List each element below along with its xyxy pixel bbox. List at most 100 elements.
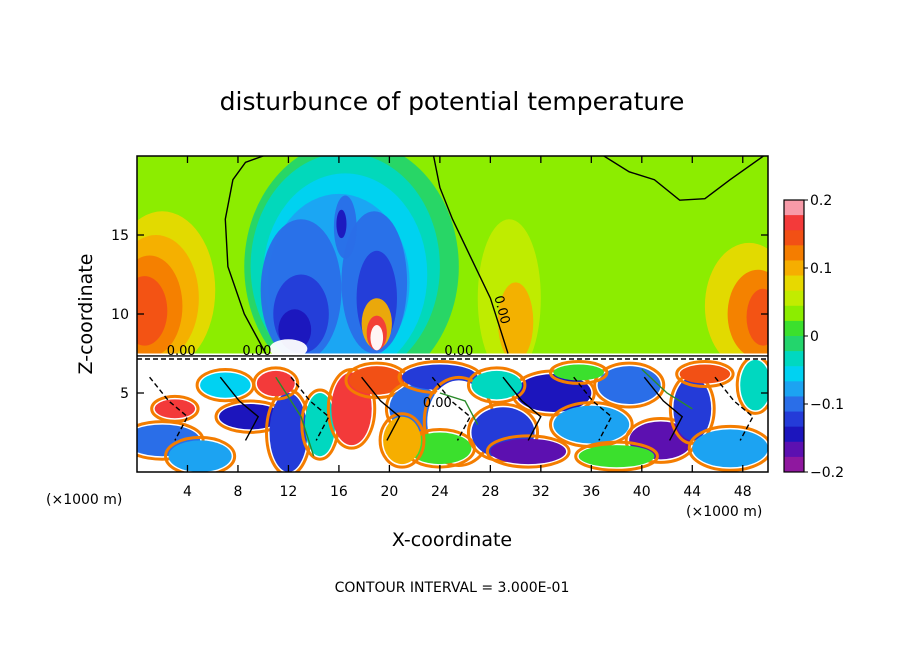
colorbar-tick-label: 0.2 (810, 193, 832, 209)
x-tick-label: 20 (380, 484, 398, 500)
turbulent-cell (471, 370, 522, 400)
contour-line (641, 368, 693, 410)
contour-line (502, 376, 542, 441)
x-tick-label: 28 (481, 484, 499, 500)
field-blob (370, 325, 384, 351)
turbulent-cell (256, 370, 295, 397)
turbulent-ring (548, 360, 609, 385)
turbulent-ring (150, 394, 200, 423)
contour-line (149, 376, 189, 441)
contour-line (714, 376, 754, 441)
x-tick-label: 40 (633, 484, 651, 500)
x-unit-left: (×1000 m) (46, 492, 122, 508)
turbulent-ring (675, 360, 735, 389)
x-tick-label: 16 (330, 484, 348, 500)
y-tick-label: 10 (111, 307, 129, 323)
contour-line (573, 376, 613, 441)
contour-label: 0.00 (167, 344, 196, 359)
turbulent-cell (200, 372, 251, 398)
x-tick-label: 32 (532, 484, 550, 500)
turbulent-ring (687, 424, 768, 472)
x-tick-label: 4 (183, 484, 192, 500)
turbulent-ring (574, 440, 659, 472)
turbulent-ring (593, 361, 666, 409)
colorbar-tick-label: −0.1 (810, 397, 844, 413)
x-tick-label: 24 (431, 484, 449, 500)
turbulent-cell (154, 399, 196, 419)
turbulent-ring (137, 420, 205, 461)
colorbar-swatch (784, 396, 804, 413)
contour-line (603, 156, 765, 201)
colorbar-swatch (784, 230, 804, 246)
plot-area: 0.00 0.00 0.00 0.00 0.00 (137, 156, 768, 472)
colorbar-swatch (784, 456, 804, 473)
x-unit-right: (×1000 m) (686, 504, 762, 520)
colorbar: 0.2 0.1 0 −0.1 −0.2 (783, 193, 844, 481)
contour-label: 0.00 (444, 344, 473, 359)
turbulent-cell (383, 416, 421, 465)
field-blob (497, 282, 534, 362)
contour-line (361, 376, 401, 441)
turbulent-cell (740, 359, 768, 411)
contour-line (432, 156, 509, 354)
upper-field-blobs (137, 156, 768, 393)
turbulent-ring (624, 416, 697, 464)
colorbar-tick-label: 0.1 (810, 261, 832, 277)
turbulent-cell (490, 438, 567, 465)
turbulent-cell (349, 366, 405, 395)
turbulent-cell (679, 364, 731, 384)
turbulent-cell (692, 429, 768, 468)
y-tick-label: 15 (111, 228, 129, 244)
colorbar-tick-label: −0.2 (810, 465, 844, 481)
colorbar-swatch (784, 290, 804, 307)
y-axis-ticks: 5 10 15 (111, 228, 768, 402)
field-blob (137, 276, 168, 346)
contour-line (290, 376, 330, 441)
turbulent-ring (466, 366, 527, 404)
contour-line (643, 376, 684, 441)
colorbar-swatch (784, 275, 804, 292)
colorbar-swatch (784, 366, 804, 382)
turbulent-cell (553, 364, 604, 381)
colorbar-swatch (784, 200, 804, 216)
contour-label: 0.00 (490, 294, 512, 326)
x-axis-ticks: 4 8 12 16 20 24 28 32 36 40 44 48 (183, 156, 752, 500)
turbulent-cell (597, 366, 661, 405)
turbulent-cell (168, 440, 232, 472)
colorbar-swatch (784, 381, 804, 397)
field-blob (746, 288, 768, 346)
colorbar-swatch (784, 320, 804, 337)
contour-line (275, 376, 315, 457)
x-tick-label: 36 (582, 484, 600, 500)
colorbar-swatch (784, 336, 804, 352)
colorbar-swatch (784, 260, 804, 277)
chart-title: disturbunce of potential temperature (220, 87, 685, 116)
y-axis-label: Z-coordinate (75, 254, 97, 375)
turbulent-ring (164, 435, 237, 472)
y-tick-label: 5 (120, 386, 129, 402)
contour-label: 0.00 (423, 396, 452, 411)
lower-field-blobs (137, 353, 768, 472)
contour-line (224, 156, 267, 354)
x-tick-label: 8 (233, 484, 242, 500)
turbulent-ring (485, 434, 571, 469)
x-axis-label: X-coordinate (392, 529, 512, 551)
colorbar-tick-label: 0 (810, 329, 819, 345)
interface-band (137, 353, 768, 360)
colorbar-swatch (784, 215, 804, 231)
colorbar-swatch (784, 351, 804, 367)
field-blob (336, 209, 347, 239)
contour-lines: 0.00 0.00 0.00 0.00 0.00 (137, 156, 768, 457)
colorbar-swatch (784, 305, 804, 322)
colorbar-swatch (784, 426, 804, 443)
x-tick-label: 48 (734, 484, 752, 500)
colorbar-swatch (784, 245, 804, 261)
colorbar-swatch (784, 411, 804, 428)
contour-label: 0.00 (242, 344, 271, 359)
turbulent-ring (195, 367, 256, 403)
turbulent-ring (378, 412, 426, 469)
contour-interval-note: CONTOUR INTERVAL = 3.000E-01 (335, 580, 570, 596)
turbulent-cell (553, 405, 630, 444)
contour-line (439, 392, 479, 425)
